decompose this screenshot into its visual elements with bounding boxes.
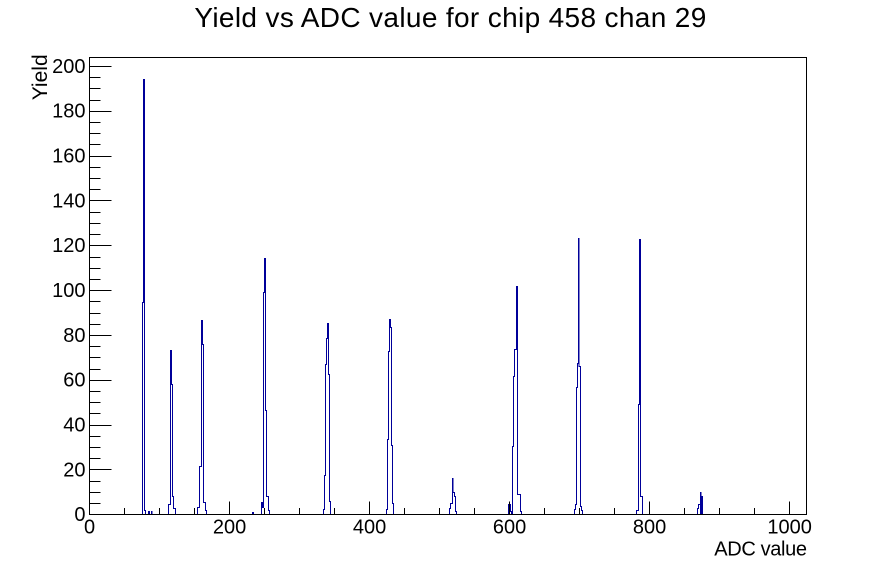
svg-text:120: 120 — [52, 235, 85, 257]
svg-text:Yield: Yield — [29, 54, 52, 100]
svg-text:180: 180 — [52, 101, 85, 123]
svg-text:80: 80 — [63, 325, 85, 347]
svg-text:400: 400 — [353, 516, 386, 538]
svg-text:Yield vs ADC value for chip 45: Yield vs ADC value for chip 458 chan 29 — [194, 2, 706, 33]
svg-text:200: 200 — [52, 56, 85, 78]
svg-text:600: 600 — [493, 516, 526, 538]
svg-text:160: 160 — [52, 146, 85, 168]
svg-text:100: 100 — [52, 280, 85, 302]
svg-text:ADC value: ADC value — [714, 538, 807, 560]
svg-text:0: 0 — [74, 504, 85, 526]
svg-text:200: 200 — [213, 516, 246, 538]
svg-text:20: 20 — [63, 459, 85, 481]
svg-text:60: 60 — [63, 370, 85, 392]
svg-text:800: 800 — [633, 516, 666, 538]
svg-text:0: 0 — [84, 516, 95, 538]
svg-text:140: 140 — [52, 190, 85, 212]
svg-text:40: 40 — [63, 414, 85, 436]
svg-text:1000: 1000 — [767, 516, 812, 538]
